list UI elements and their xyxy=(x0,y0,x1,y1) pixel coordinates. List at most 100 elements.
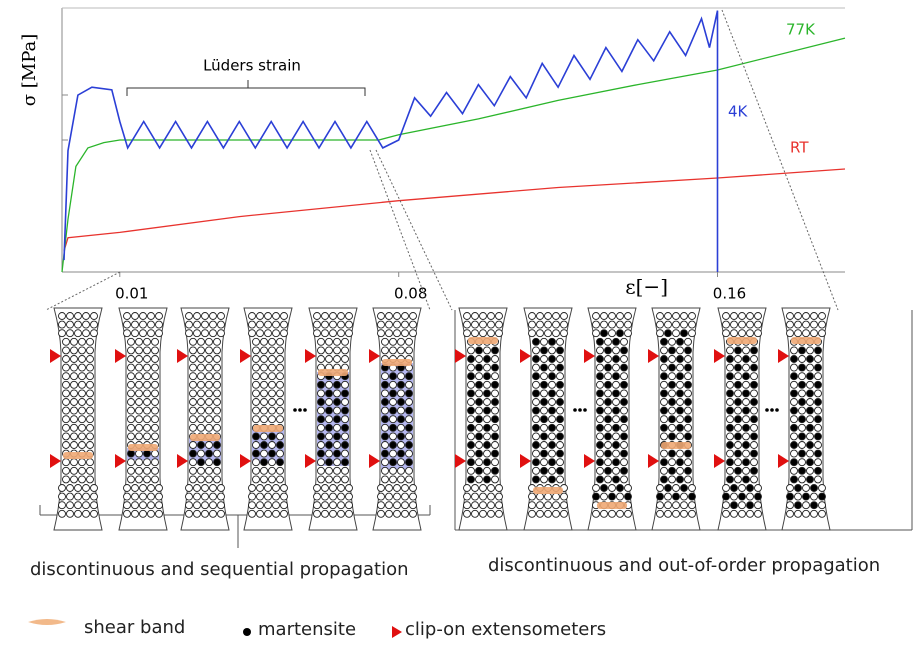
atom xyxy=(71,442,78,449)
atom xyxy=(685,373,692,380)
atom xyxy=(67,313,74,320)
martensite-atom xyxy=(269,450,276,457)
atom xyxy=(669,373,676,380)
martensite-atom xyxy=(476,381,483,388)
martensite-atom xyxy=(557,399,564,406)
atom xyxy=(735,424,742,431)
atom xyxy=(79,347,86,354)
atom xyxy=(194,313,201,320)
atom xyxy=(322,313,329,320)
atom xyxy=(382,442,389,449)
atom xyxy=(402,493,409,500)
atom xyxy=(613,467,620,474)
martensite-atom xyxy=(476,364,483,371)
extensometer xyxy=(369,454,380,468)
martensite-atom xyxy=(541,381,548,388)
martensite-atom xyxy=(621,416,628,423)
martensite-atom xyxy=(787,493,794,500)
martensite-atom xyxy=(541,433,548,440)
martensite-atom xyxy=(795,502,802,509)
atom xyxy=(79,390,86,397)
martensite-atom xyxy=(799,416,806,423)
martensite-atom xyxy=(390,407,397,414)
atom xyxy=(410,510,417,517)
martensite-atom xyxy=(625,493,632,500)
atom xyxy=(190,416,197,423)
martensite-atom xyxy=(747,485,754,492)
atom xyxy=(557,390,564,397)
atom xyxy=(593,321,600,328)
atom xyxy=(402,321,409,328)
martensite-atom xyxy=(751,364,758,371)
atom xyxy=(689,485,696,492)
atom xyxy=(755,313,762,320)
atom xyxy=(148,493,155,500)
atom xyxy=(476,390,483,397)
ellipsis-dot xyxy=(765,408,769,412)
atom xyxy=(198,467,205,474)
martensite-atom xyxy=(731,485,738,492)
atom xyxy=(492,424,499,431)
atom xyxy=(79,476,86,483)
atom xyxy=(67,502,74,509)
atom xyxy=(815,442,822,449)
atom xyxy=(657,502,664,509)
atom xyxy=(613,399,620,406)
atom xyxy=(148,321,155,328)
atom xyxy=(148,313,155,320)
atom xyxy=(739,313,746,320)
atom xyxy=(492,407,499,414)
atom xyxy=(206,356,213,363)
atom xyxy=(751,356,758,363)
atom xyxy=(386,493,393,500)
atom xyxy=(492,356,499,363)
extensometer xyxy=(50,349,61,363)
martensite-atom xyxy=(791,356,798,363)
atom xyxy=(71,416,78,423)
atom xyxy=(128,416,135,423)
atom xyxy=(815,407,822,414)
atom xyxy=(484,450,491,457)
atom xyxy=(144,433,151,440)
martensite-atom xyxy=(685,347,692,354)
martensite-atom xyxy=(661,476,668,483)
atom xyxy=(735,442,742,449)
atom xyxy=(273,502,280,509)
atom xyxy=(128,338,135,345)
martensite-atom xyxy=(128,450,135,457)
extensometer xyxy=(50,454,61,468)
atom xyxy=(132,321,139,328)
atom xyxy=(597,399,604,406)
martensite-atom xyxy=(468,390,475,397)
atom xyxy=(673,330,680,337)
martensite-atom xyxy=(533,338,540,345)
shear-band xyxy=(190,434,220,441)
martensite-atom xyxy=(657,493,664,500)
atom xyxy=(249,330,256,337)
atom xyxy=(472,313,479,320)
atom xyxy=(269,476,276,483)
atom xyxy=(799,373,806,380)
atom xyxy=(661,381,668,388)
atom xyxy=(214,476,221,483)
atom xyxy=(689,321,696,328)
atom xyxy=(472,502,479,509)
atom xyxy=(322,502,329,509)
martensite-atom xyxy=(743,459,750,466)
martensite-atom xyxy=(390,424,397,431)
martensite-atom xyxy=(597,356,604,363)
martensite-atom xyxy=(807,424,814,431)
martensite-atom xyxy=(326,390,333,397)
atom xyxy=(468,347,475,354)
atom xyxy=(198,450,205,457)
martensite-atom xyxy=(318,433,325,440)
atom xyxy=(190,399,197,406)
atom xyxy=(132,330,139,337)
atom xyxy=(210,502,217,509)
atom xyxy=(318,356,325,363)
martensite-atom xyxy=(390,390,397,397)
atom xyxy=(402,510,409,517)
atom xyxy=(198,407,205,414)
atom xyxy=(156,485,163,492)
martensite-atom xyxy=(557,347,564,354)
